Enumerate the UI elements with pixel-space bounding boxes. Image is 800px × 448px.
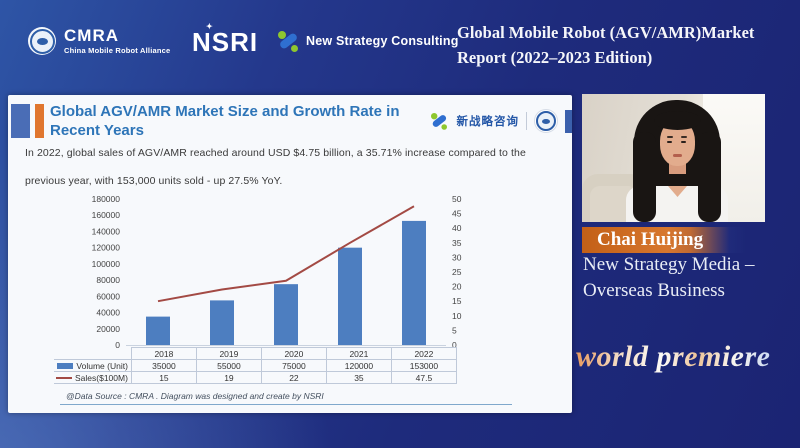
speaker-hair-fringe bbox=[654, 111, 701, 130]
new-strategy-consulting-logo: New Strategy Consulting bbox=[277, 30, 459, 52]
table-year-cell: 2018 bbox=[130, 347, 197, 360]
speaker-eye-right bbox=[681, 141, 686, 143]
nsri-wordmark: NSRI bbox=[192, 27, 259, 57]
svg-text:0: 0 bbox=[115, 340, 120, 350]
speaker-collar bbox=[668, 186, 687, 197]
slide-edge-tab bbox=[565, 110, 572, 133]
nsc-cn-icon bbox=[430, 112, 448, 130]
slide-title: Global AGV/AMR Market Size and Growth Ra… bbox=[50, 102, 400, 140]
speaker-brow-right bbox=[681, 136, 687, 138]
webinar-title-line1: Global Mobile Robot (AGV/AMR)Market bbox=[457, 23, 755, 42]
table-value-cell: 22 bbox=[260, 371, 327, 384]
slide-title-line2: Recent Years bbox=[50, 122, 144, 139]
speaker-video bbox=[582, 94, 765, 222]
table-value-cell: 35000 bbox=[130, 359, 197, 372]
table-value-cell: 153000 bbox=[390, 359, 457, 372]
speaker-hair-strand-left bbox=[633, 132, 656, 222]
slide-card: Global AGV/AMR Market Size and Growth Ra… bbox=[8, 95, 572, 413]
table-value-cell: 120000 bbox=[325, 359, 392, 372]
table-year-cell: 2022 bbox=[390, 347, 457, 360]
table-value-cell: 55000 bbox=[195, 359, 262, 372]
slide-footer-rule bbox=[60, 404, 512, 405]
slide-footer: @Data Source : CMRA . Diagram was design… bbox=[66, 391, 324, 401]
svg-text:0: 0 bbox=[452, 340, 457, 350]
cmra-logo: CMRA China Mobile Robot Alliance bbox=[28, 27, 170, 55]
svg-text:35: 35 bbox=[452, 238, 462, 248]
svg-text:30: 30 bbox=[452, 252, 462, 262]
slide-accent-bar bbox=[35, 104, 44, 138]
svg-text:5: 5 bbox=[452, 325, 457, 335]
slide-body-line1: In 2022, global sales of AGV/AMR reached… bbox=[25, 147, 526, 159]
svg-text:120000: 120000 bbox=[92, 243, 121, 253]
table-value-cell: 15 bbox=[130, 371, 197, 384]
nsri-logo: NSRI ✦ bbox=[192, 22, 259, 58]
webinar-title-line2: Report (2022–2023 Edition) bbox=[457, 48, 653, 67]
table-year-cell: 2019 bbox=[195, 347, 262, 360]
nsc-x-icon bbox=[277, 30, 299, 52]
cmra-badge-icon bbox=[28, 27, 56, 55]
svg-text:50: 50 bbox=[452, 195, 462, 204]
table-value-cell: 35 bbox=[325, 371, 392, 384]
speaker-eye-left bbox=[667, 141, 672, 143]
svg-text:25: 25 bbox=[452, 267, 462, 277]
table-value-cell: 75000 bbox=[260, 359, 327, 372]
speaker-mouth bbox=[673, 154, 682, 157]
cmra-full-name: China Mobile Robot Alliance bbox=[64, 46, 171, 56]
svg-text:45: 45 bbox=[452, 209, 462, 219]
line-legend-swatch bbox=[56, 376, 72, 379]
svg-text:80000: 80000 bbox=[96, 275, 120, 285]
speaker-name-bar: Chai Huijing bbox=[582, 227, 746, 253]
table-value-cell: 47.5 bbox=[390, 371, 457, 384]
nsri-star-icon: ✦ bbox=[206, 22, 214, 31]
webinar-title: Global Mobile Robot (AGV/AMR)Market Repo… bbox=[457, 20, 793, 70]
speaker-role-line1: New Strategy Media – bbox=[583, 254, 755, 275]
nsc-label: New Strategy Consulting bbox=[306, 34, 459, 48]
logo-divider bbox=[526, 112, 527, 130]
slide-body-line2: previous year, with 153,000 units sold -… bbox=[25, 175, 283, 187]
cmra-badge-small-icon bbox=[534, 109, 558, 133]
cmra-abbr: CMRA bbox=[64, 26, 119, 46]
speaker-brow-left bbox=[667, 136, 673, 138]
nsc-cn-label: 新战略咨询 bbox=[456, 116, 519, 128]
slide-logo-group: 新战略咨询 bbox=[428, 109, 558, 133]
chart-table: 2018 2019 2020 2021 2022 Volume (Unit) 35000 55… bbox=[54, 347, 457, 384]
svg-text:100000: 100000 bbox=[92, 259, 121, 269]
speaker-name: Chai Huijing bbox=[597, 229, 704, 250]
svg-text:15: 15 bbox=[452, 296, 462, 306]
svg-text:20000: 20000 bbox=[96, 324, 120, 334]
speaker-role-line2: Overseas Business bbox=[583, 280, 725, 301]
legend-label: Sales($100M) bbox=[75, 372, 128, 383]
svg-text:140000: 140000 bbox=[92, 226, 121, 236]
slide-title-line1: Global AGV/AMR Market Size and Growth Ra… bbox=[50, 103, 400, 120]
market-chart: 0 20000 40000 60000 80000 100000 120000 140000 1… bbox=[92, 195, 462, 350]
svg-text:40000: 40000 bbox=[96, 308, 120, 318]
bar-legend-swatch bbox=[57, 362, 74, 369]
svg-text:60000: 60000 bbox=[96, 291, 120, 301]
slide-accent-square bbox=[11, 104, 30, 138]
svg-text:20: 20 bbox=[452, 282, 462, 292]
legend-label: Volume (Unit) bbox=[76, 360, 128, 371]
svg-text:180000: 180000 bbox=[92, 195, 121, 204]
table-year-cell: 2020 bbox=[260, 347, 327, 360]
table-year-cell: 2021 bbox=[325, 347, 392, 360]
svg-text:160000: 160000 bbox=[92, 210, 121, 220]
svg-text:10: 10 bbox=[452, 311, 462, 321]
speaker-hair-strand-right bbox=[698, 132, 721, 222]
table-value-cell: 19 bbox=[195, 371, 262, 384]
svg-text:40: 40 bbox=[452, 223, 462, 233]
world-premiere-banner: world premiere bbox=[576, 340, 771, 373]
